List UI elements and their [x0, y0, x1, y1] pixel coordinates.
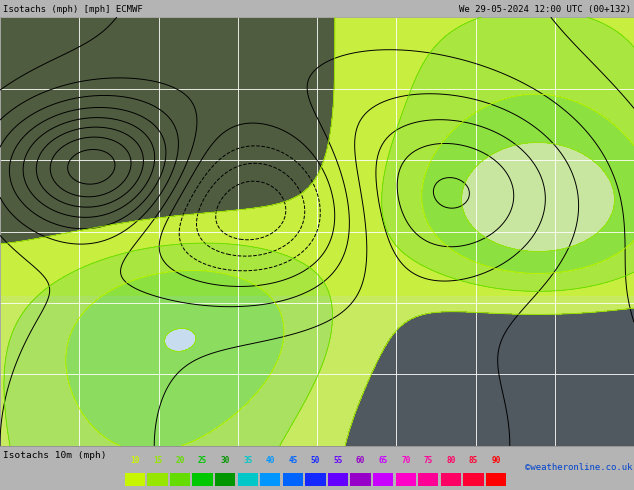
Text: 35: 35 [243, 456, 252, 465]
Text: 85: 85 [469, 456, 478, 465]
Bar [418, 473, 438, 487]
Bar [238, 473, 258, 487]
Bar [305, 473, 326, 487]
Text: 40: 40 [266, 456, 275, 465]
Bar [147, 473, 167, 487]
Bar [463, 473, 484, 487]
Bar [441, 473, 461, 487]
Text: 15: 15 [153, 456, 162, 465]
Text: 80: 80 [446, 456, 455, 465]
Text: 90: 90 [491, 456, 501, 465]
Text: 50: 50 [311, 456, 320, 465]
Bar [328, 473, 348, 487]
Text: 45: 45 [288, 456, 297, 465]
Bar [351, 473, 371, 487]
Text: 55: 55 [333, 456, 342, 465]
Text: 25: 25 [198, 456, 207, 465]
Text: 60: 60 [356, 456, 365, 465]
Bar [170, 473, 190, 487]
Bar [396, 473, 416, 487]
Text: ©weatheronline.co.uk: ©weatheronline.co.uk [525, 464, 633, 472]
Text: Isotachs (mph) [mph] ECMWF: Isotachs (mph) [mph] ECMWF [3, 5, 143, 14]
Text: 30: 30 [221, 456, 230, 465]
Bar [215, 473, 235, 487]
Bar [283, 473, 303, 487]
Text: 65: 65 [378, 456, 388, 465]
Bar [193, 473, 213, 487]
Bar [260, 473, 280, 487]
Text: 70: 70 [401, 456, 410, 465]
Text: 20: 20 [176, 456, 184, 465]
Text: 10: 10 [130, 456, 139, 465]
Bar [486, 473, 506, 487]
Text: 75: 75 [424, 456, 433, 465]
Bar [0, 296, 634, 446]
Bar [373, 473, 393, 487]
Text: We 29-05-2024 12:00 UTC (00+132): We 29-05-2024 12:00 UTC (00+132) [459, 5, 631, 14]
Text: Isotachs 10m (mph): Isotachs 10m (mph) [3, 451, 107, 460]
Bar [125, 473, 145, 487]
